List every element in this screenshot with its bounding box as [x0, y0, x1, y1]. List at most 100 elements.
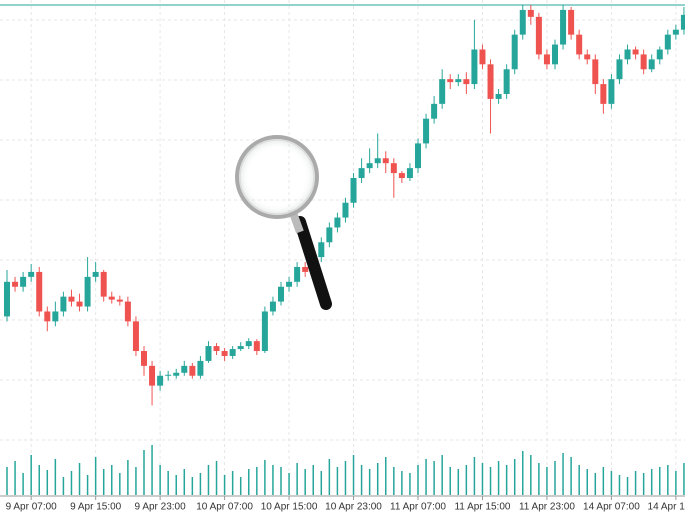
candle-body	[4, 281, 10, 317]
x-tick-label: 9 Apr 07:00	[6, 502, 58, 513]
candle-body	[221, 351, 228, 356]
candle-body	[406, 168, 413, 179]
candle-body	[471, 49, 478, 85]
candle-body	[680, 14, 685, 30]
candle-body	[576, 34, 583, 55]
x-tick-label: 9 Apr 15:00	[70, 502, 122, 513]
candle-body	[165, 374, 172, 376]
candle-body	[20, 276, 27, 287]
candle-body	[632, 49, 639, 55]
candle-body	[173, 372, 180, 376]
candle-body	[600, 84, 607, 104]
horizontal-grid	[0, 19, 685, 441]
candle-body	[294, 266, 301, 282]
candle-body	[116, 299, 123, 302]
x-labels: 9 Apr 07:00 9 Apr 15:00 9 Apr 23:00 10 Apr …	[6, 496, 685, 513]
candle-body	[560, 9, 567, 45]
candle-body	[237, 346, 244, 350]
candle-body	[584, 54, 591, 60]
candle-body	[374, 158, 381, 164]
candle-body	[415, 143, 421, 169]
candle-body	[141, 351, 147, 366]
candle-body	[213, 346, 220, 352]
candle-body	[592, 59, 599, 85]
candle-body	[12, 281, 19, 287]
candle-body	[92, 271, 99, 277]
candle-body	[656, 49, 663, 60]
magnifier-lens	[235, 135, 319, 219]
candle-body	[60, 296, 67, 312]
candle-body	[76, 301, 83, 307]
candle-body	[552, 44, 558, 65]
candle-body	[382, 158, 389, 164]
magnifier-handle	[294, 216, 332, 310]
candle-body	[108, 296, 115, 300]
candle-body	[640, 54, 647, 70]
candle-body	[52, 311, 59, 322]
candle-body	[463, 79, 470, 85]
candle-body	[28, 271, 35, 277]
candle-body	[253, 341, 260, 352]
candle-body	[181, 365, 188, 373]
candle-body	[423, 118, 430, 144]
candle-body	[326, 227, 333, 243]
candle-body	[664, 34, 671, 50]
candle-body	[398, 173, 405, 179]
candle-body	[568, 9, 575, 35]
candle-body	[431, 103, 438, 119]
candle-body	[390, 163, 397, 174]
candle-body	[358, 168, 365, 179]
x-tick-label: 11 Apr 07:00	[390, 502, 446, 513]
candle-body	[269, 301, 276, 312]
x-tick-label: 9 Apr 23:00	[135, 502, 187, 513]
candle-body	[261, 311, 268, 352]
candle-body	[100, 271, 107, 297]
candle-body	[616, 59, 623, 80]
candle-body	[205, 346, 212, 361]
candle-body	[543, 54, 550, 65]
candles	[4, 5, 685, 406]
candle-body	[68, 296, 75, 302]
candle-body	[278, 286, 284, 302]
candle-body	[124, 301, 131, 322]
candle-body	[503, 69, 510, 94]
x-tick-label: 11 Apr 23:00	[519, 502, 575, 513]
candle-body	[245, 341, 252, 347]
candle-body	[648, 59, 655, 70]
candle-body	[535, 16, 542, 55]
candle-body	[672, 29, 679, 35]
candle-body	[624, 49, 631, 60]
candle-body	[519, 9, 526, 35]
candle-body	[479, 49, 486, 65]
candle-body	[342, 202, 349, 218]
candle-body	[157, 375, 164, 386]
x-tick-label: 10 Apr 23:00	[325, 502, 382, 513]
x-tick-label: 10 Apr 15:00	[261, 502, 318, 513]
magnifier-rim	[239, 139, 315, 215]
candle-body	[439, 79, 446, 104]
candle-body	[455, 79, 462, 83]
candle-body	[608, 79, 615, 104]
candle-body	[350, 178, 357, 203]
x-tick-label: 14 Apr 15:00	[648, 502, 685, 513]
candle-body	[487, 64, 494, 99]
candle-body	[334, 217, 341, 228]
candle-body	[366, 163, 373, 169]
candle-body	[447, 79, 454, 83]
candle-body	[132, 321, 139, 352]
x-tick-label: 14 Apr 07:00	[583, 502, 640, 513]
candle-body	[36, 271, 43, 312]
candle-body	[527, 9, 534, 17]
grid	[30, 0, 677, 496]
candle-body	[197, 360, 204, 376]
candle-body	[302, 266, 309, 272]
magnifier	[235, 135, 332, 310]
candle-body	[84, 276, 91, 307]
x-tick-label: 10 Apr 07:00	[196, 502, 253, 513]
candle-body	[511, 34, 518, 70]
candle-body	[229, 349, 236, 356]
volumes	[6, 445, 685, 495]
x-tick-label: 11 Apr 15:00	[454, 502, 510, 513]
